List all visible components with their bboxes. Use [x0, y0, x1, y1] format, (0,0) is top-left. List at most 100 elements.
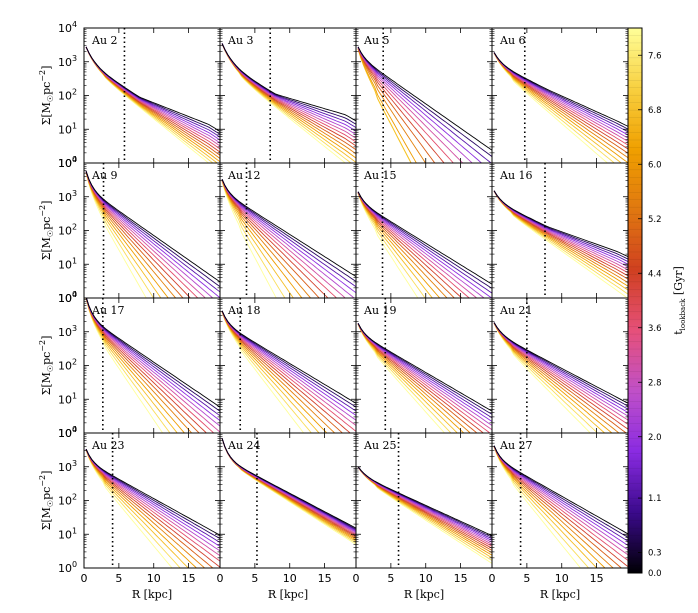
y-tick-label: 104	[58, 20, 77, 35]
y-label-main: Σ[M	[40, 507, 53, 530]
profile-lines	[86, 47, 220, 172]
x-axis-label: R [kpc]	[132, 588, 172, 601]
profile-line-1	[86, 171, 220, 287]
colorbar-tick-label: 0.0	[648, 569, 662, 579]
y-label-sun: ☉	[46, 230, 55, 237]
y-tick-label: 101	[58, 391, 77, 406]
y-label-main: Σ[M	[40, 237, 53, 260]
profile-line-3	[358, 47, 492, 172]
profile-line-0	[358, 192, 492, 285]
profile-line-1	[86, 449, 220, 538]
panel-au-6: Au 6	[492, 28, 628, 181]
figure: Au 2100101102103104Σ[M☉pc−2]Au 3 Au 5 Au 6…	[0, 0, 698, 613]
y-label-exp: −2	[38, 340, 47, 352]
profile-line-4	[494, 191, 628, 267]
profile-line-2	[494, 446, 628, 541]
panel-frame	[84, 433, 220, 568]
profile-lines	[222, 43, 356, 171]
y-label-close: ]	[40, 336, 53, 340]
colorbar-tick-label: 6.0	[648, 160, 662, 170]
profile-line-8	[494, 323, 628, 434]
y-label-main: Σ[M	[40, 102, 53, 125]
y-label-sun: ☉	[46, 95, 55, 102]
profile-line-9	[86, 450, 220, 582]
profile-line-6	[86, 449, 220, 561]
panels-grid: Au 2100101102103104Σ[M☉pc−2]Au 3 Au 5 Au 6…	[38, 20, 628, 613]
panel-au-18: Au 18	[220, 298, 356, 501]
y-axis-label: Σ[M☉pc−2]	[38, 201, 55, 261]
y-tick-exp: 4	[72, 155, 77, 164]
y-tick-exp: 1	[72, 121, 77, 130]
y-axis-label: Σ[M☉pc−2]	[38, 471, 55, 531]
profile-line-11	[494, 53, 628, 168]
y-label-close: ]	[40, 201, 53, 205]
panel-frame	[84, 163, 220, 298]
colorbar-tick-label: 2.8	[648, 378, 662, 388]
panel-label: Au 19	[363, 304, 397, 317]
y-tick-exp: 1	[72, 256, 77, 265]
panel-label: Au 18	[227, 304, 261, 317]
y-tick-exp: 3	[72, 54, 77, 63]
profile-line-11	[358, 467, 492, 558]
panel-frame	[356, 298, 492, 433]
profile-line-7	[494, 323, 628, 429]
profile-line-10	[494, 53, 628, 163]
profile-line-12	[358, 49, 492, 317]
y-label-exp: −2	[38, 70, 47, 82]
y-tick-label: 101	[58, 526, 77, 541]
y-label-main: Σ[M	[40, 372, 53, 395]
profile-line-2	[494, 323, 628, 410]
profile-line-1	[494, 53, 628, 130]
profile-line-1	[494, 323, 628, 407]
panel-au-24: Au 240 5 10 15R [kpc]	[217, 433, 357, 601]
profile-line-2	[222, 438, 356, 530]
colorbar-label-unit: [Gyr]	[672, 266, 685, 298]
profile-lines	[222, 438, 356, 544]
y-tick-exp: 3	[72, 324, 77, 333]
profile-lines	[222, 311, 356, 502]
x-tick-label: 15	[454, 572, 468, 585]
profile-line-2	[358, 47, 492, 164]
panel-label: Au 2	[91, 34, 118, 47]
y-tick-label: 101	[58, 256, 77, 271]
y-tick-label: 103	[58, 324, 77, 339]
profile-line-8	[86, 298, 220, 455]
profile-line-13	[358, 49, 492, 318]
x-tick-label: 15	[182, 572, 196, 585]
y-label-pc: pc	[40, 487, 53, 500]
profile-line-5	[86, 172, 220, 312]
colorbar-tick-label: 1.1	[648, 494, 662, 504]
y-tick-exp: 4	[72, 425, 77, 434]
y-label-exp: −2	[38, 475, 47, 487]
panel-label: Au 27	[499, 439, 533, 452]
profile-line-11	[358, 49, 492, 317]
y-tick-label: 104	[58, 425, 77, 440]
profile-line-0	[358, 47, 492, 151]
profile-line-2	[358, 323, 492, 417]
y-label-close: ]	[40, 471, 53, 475]
panel-label: Au 16	[499, 169, 533, 182]
y-label-close: ]	[40, 66, 53, 70]
x-tick-label: 15	[318, 572, 332, 585]
y-label-sun: ☉	[46, 365, 55, 372]
y-tick-label: 101	[58, 121, 77, 136]
y-label-pc: pc	[40, 217, 53, 230]
profile-line-5	[222, 311, 356, 425]
profile-line-2	[86, 449, 220, 542]
panel-au-17: Au 17100101102103104Σ[M☉pc−2]	[38, 290, 220, 517]
profile-line-7	[494, 53, 628, 149]
panel-frame	[220, 28, 356, 163]
profile-line-6	[494, 323, 628, 425]
x-tick-label: 10	[419, 572, 433, 585]
panel-label: Au 6	[499, 34, 526, 47]
profile-line-10	[86, 450, 220, 590]
profile-line-0	[358, 323, 492, 411]
y-label-sun: ☉	[46, 500, 55, 507]
colorbar-tick-label: 6.8	[648, 106, 662, 116]
y-tick-exp: 1	[72, 526, 77, 535]
panel-label: Au 9	[91, 169, 118, 182]
colorbar-tick-label: 7.6	[648, 51, 662, 61]
profile-line-12	[222, 44, 356, 167]
y-tick-exp: 4	[72, 290, 77, 299]
